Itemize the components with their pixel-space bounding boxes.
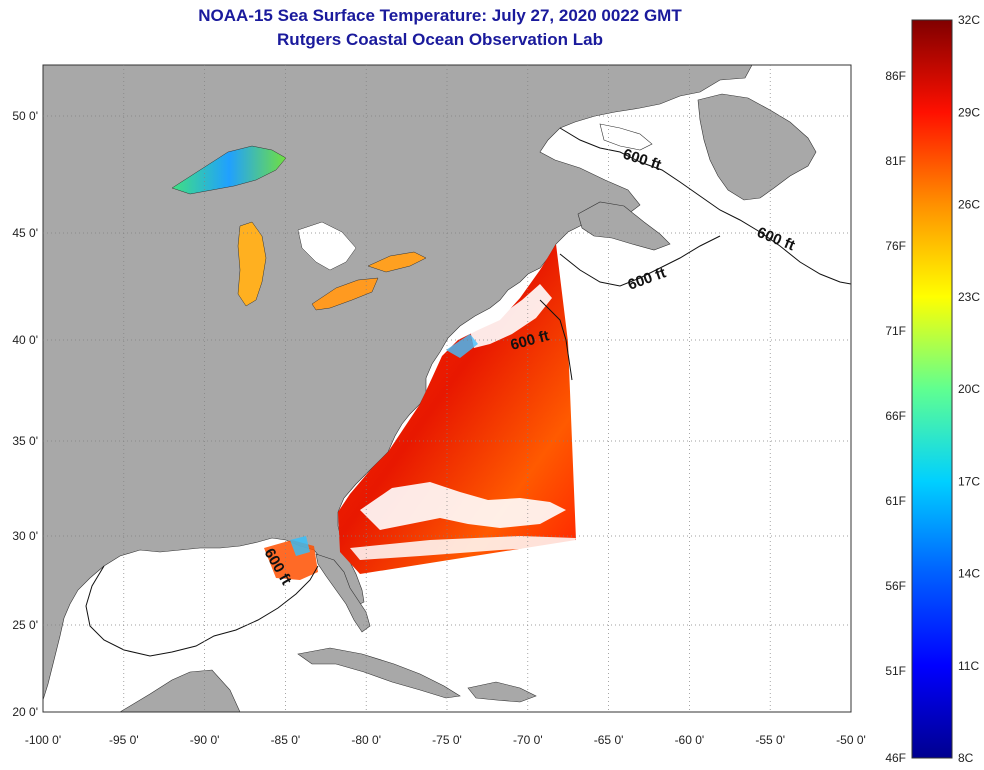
colorbar-celsius-label: 26C [958, 198, 980, 212]
isobath-contour [559, 127, 851, 285]
map-title: NOAA-15 Sea Surface Temperature: July 27… [198, 6, 682, 25]
colorbar-celsius-label: 17C [958, 474, 980, 488]
colorbar [911, 19, 953, 759]
coastal-cool-water [446, 334, 478, 358]
lake-erie [311, 277, 379, 311]
colorbar-celsius-label: 20C [958, 382, 980, 396]
coastline-detail [599, 123, 653, 151]
colorbar-labels: 32C 29C 26C 23C 20C 17C 14C 11C 8C 86F 81F 76F 71F 66… [885, 13, 980, 765]
latitude-tick-label: 20 0' [12, 705, 38, 719]
colorbar-fahrenheit-label: 71F [885, 324, 906, 338]
map-subtitle: Rutgers Coastal Ocean Observation Lab [277, 30, 603, 49]
cloud-coastal [470, 284, 552, 348]
colorbar-fahrenheit-label: 56F [885, 579, 906, 593]
longitude-tick-label: -55 0' [755, 733, 785, 747]
longitude-tick-label: -50 0' [836, 733, 866, 747]
colorbar-fahrenheit-label: 61F [885, 494, 906, 508]
colorbar-fahrenheit-label: 46F [885, 751, 906, 765]
latitude-tick-label: 50 0' [12, 109, 38, 123]
longitude-tick-label: -75 0' [432, 733, 462, 747]
colorbar-fahrenheit-label: 76F [885, 239, 906, 253]
longitude-tick-label: -85 0' [271, 733, 301, 747]
latitude-tick-label: 35 0' [12, 434, 38, 448]
land-yucatan [119, 669, 241, 712]
cloud-streak [350, 536, 576, 560]
latitude-tick-label: 40 0' [12, 333, 38, 347]
colorbar-celsius-label: 11C [958, 659, 979, 673]
isobath-contour [539, 299, 573, 381]
colorbar-fahrenheit-label: 81F [885, 154, 906, 168]
lake-ontario [367, 251, 427, 273]
longitude-tick-label: -80 0' [351, 733, 381, 747]
lake-huron [297, 221, 357, 271]
isobath-contour [559, 235, 721, 287]
colorbar-celsius-label: 14C [958, 567, 980, 581]
lake-michigan [237, 221, 267, 307]
graticule [43, 65, 851, 712]
colorbar-celsius-label: 32C [958, 13, 980, 27]
land-hispaniola [467, 681, 537, 703]
land-maritimes [577, 201, 671, 251]
latitude-tick-label: 30 0' [12, 529, 38, 543]
latitude-tick-label: 25 0' [12, 618, 38, 632]
colorbar-celsius-label: 29C [958, 105, 980, 119]
colorbar-celsius-label: 8C [958, 751, 974, 765]
longitude-tick-label: -60 0' [675, 733, 705, 747]
longitude-tick-label: -95 0' [109, 733, 139, 747]
colorbar-celsius-label: 23C [958, 290, 980, 304]
colorbar-fahrenheit-label: 66F [885, 409, 906, 423]
land-cuba [297, 647, 461, 699]
latitude-tick-label: 45 0' [12, 226, 38, 240]
longitude-tick-label: -90 0' [190, 733, 220, 747]
lake-superior [171, 145, 287, 195]
longitude-tick-label: -100 0' [25, 733, 61, 747]
cloud-patch [360, 482, 566, 530]
longitude-tick-label: -65 0' [594, 733, 624, 747]
colorbar-fahrenheit-label: 51F [885, 664, 906, 678]
colorbar-fahrenheit-label: 86F [885, 69, 906, 83]
latitude-axis: 50 0' 45 0' 40 0' 35 0' 30 0' 25 0' 20 0' [12, 109, 38, 719]
gulf-cool-patch [290, 536, 310, 556]
isobath-contour [85, 565, 319, 657]
land-north-america [43, 65, 753, 701]
land-newfoundland [697, 93, 817, 201]
longitude-axis: -100 0' -95 0' -90 0' -85 0' -80 0' -75 0' -70… [25, 733, 866, 747]
longitude-tick-label: -70 0' [513, 733, 543, 747]
